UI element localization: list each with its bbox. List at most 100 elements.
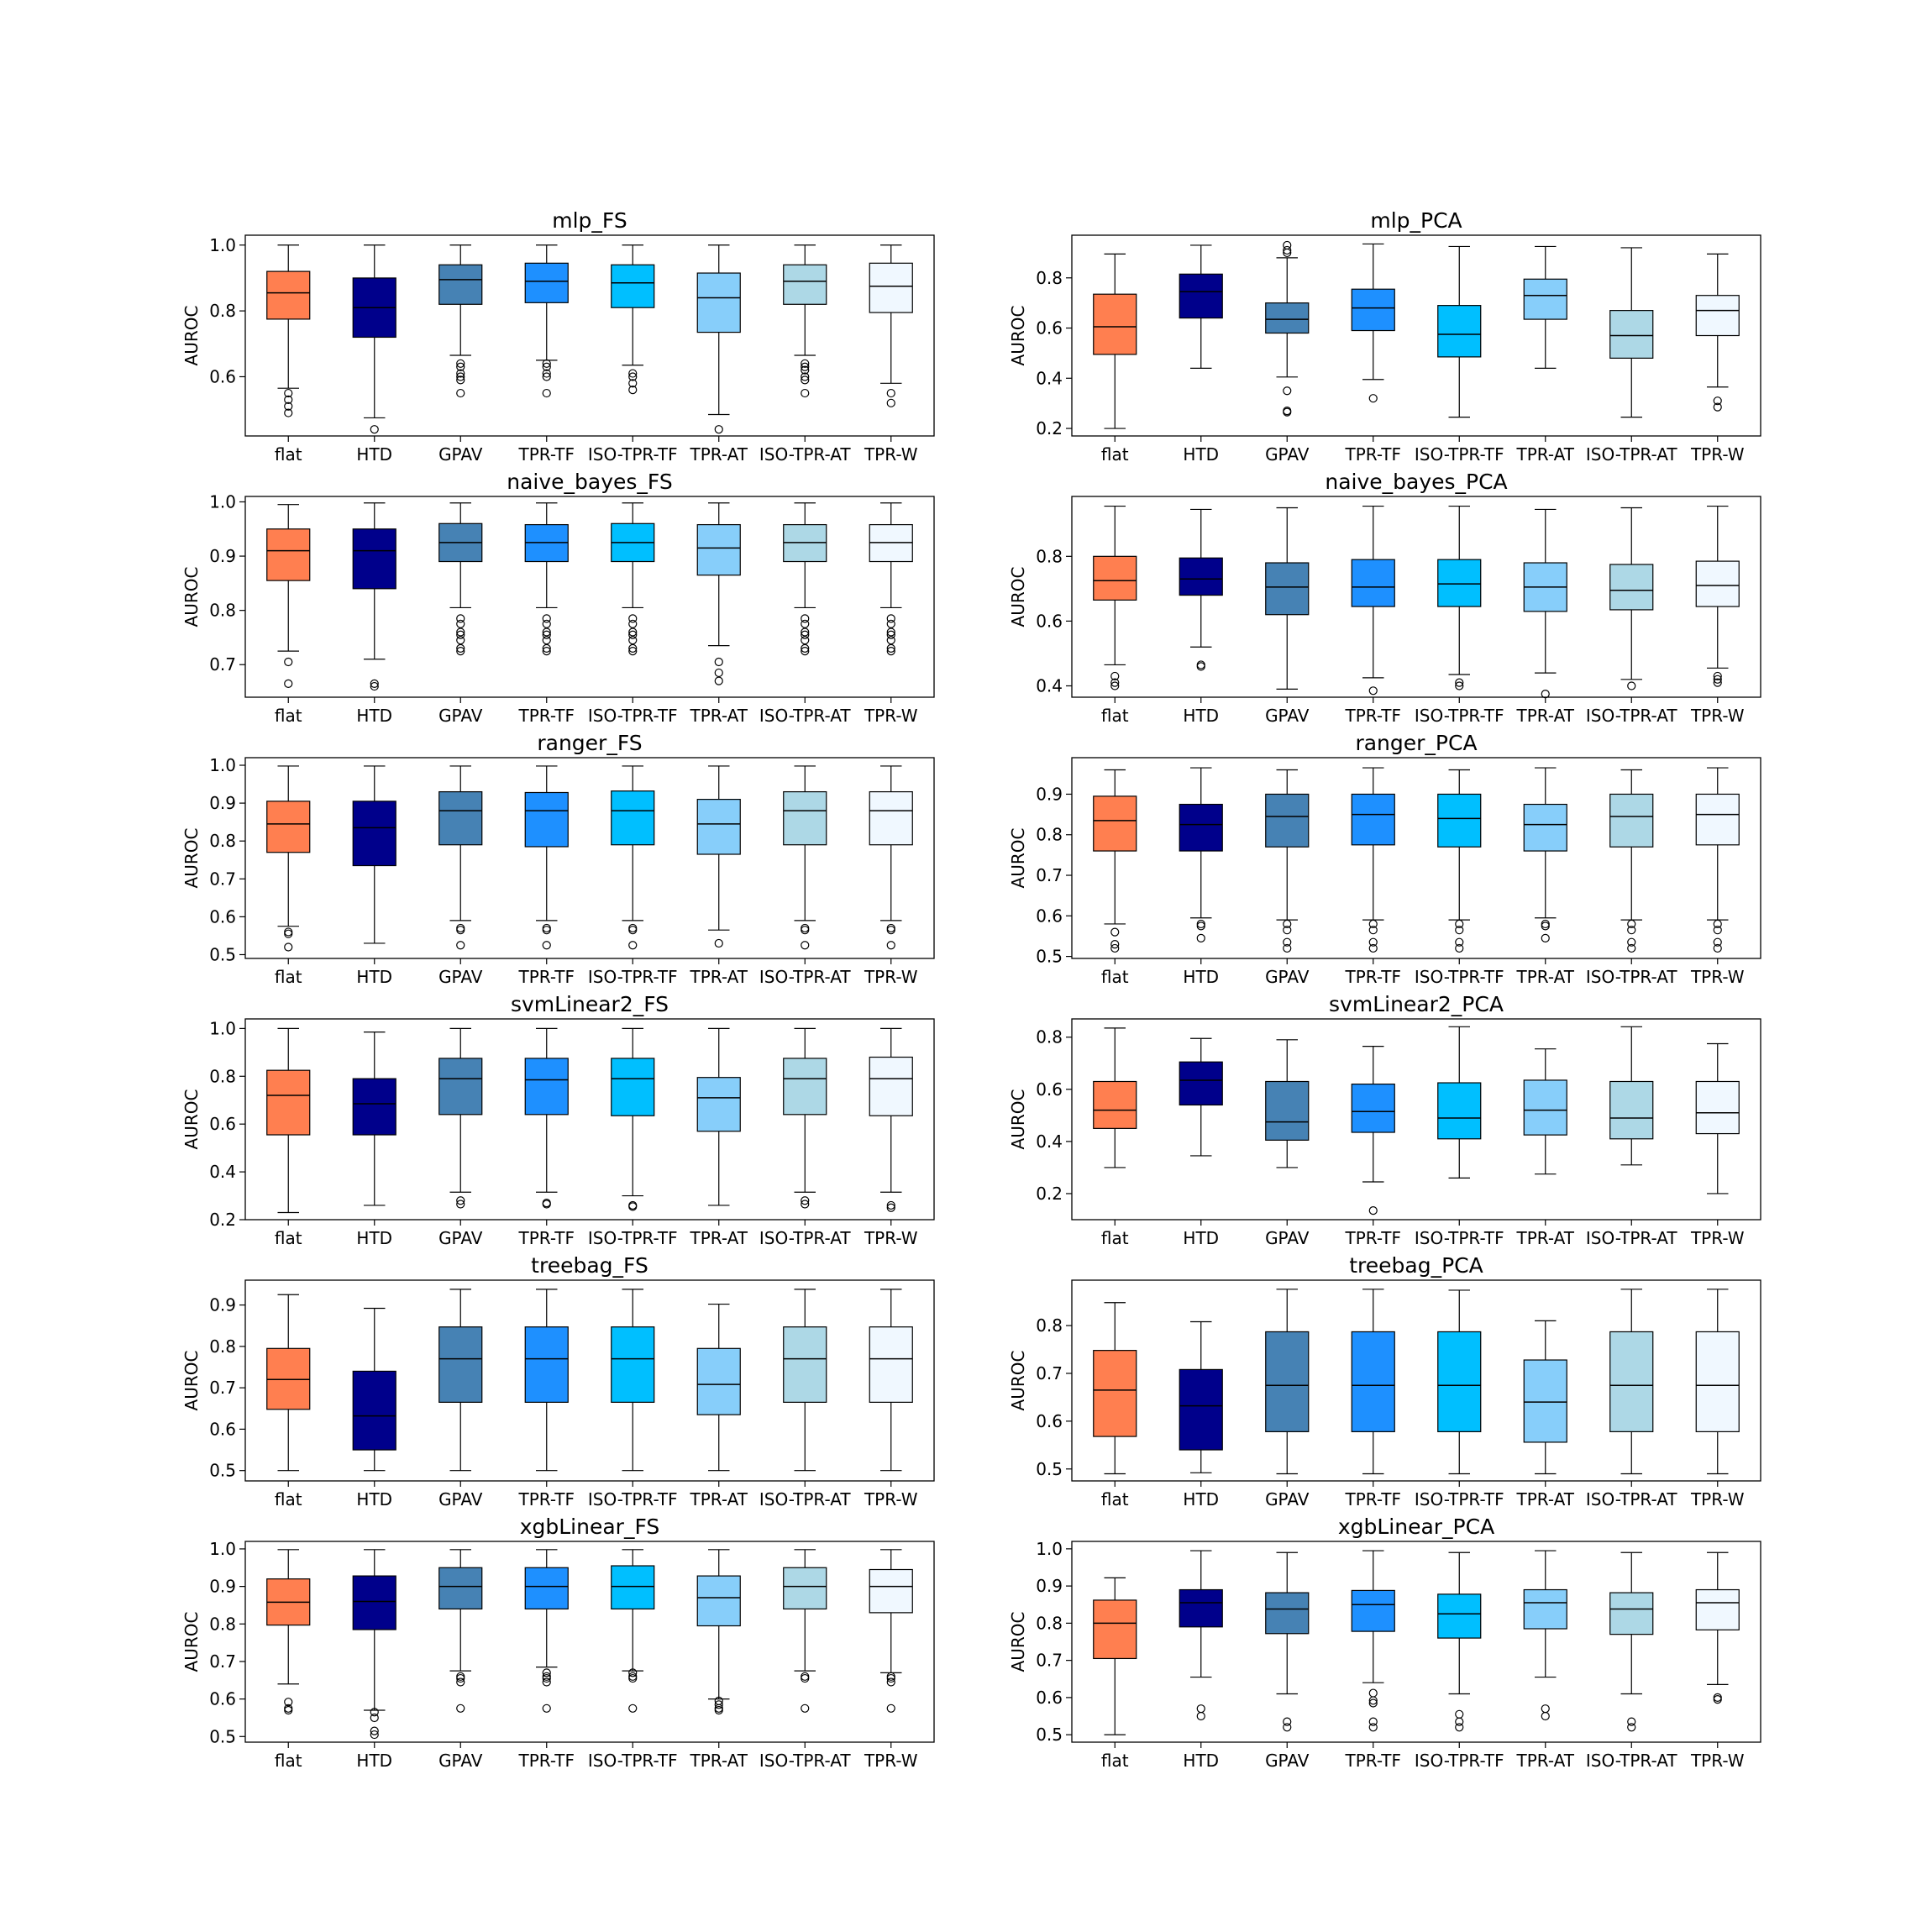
iqr-box (1523, 1359, 1567, 1443)
iqr-box (1351, 1331, 1395, 1432)
iqr-box (1437, 1331, 1482, 1432)
iqr-box (266, 1069, 311, 1136)
outlier-point (1713, 678, 1722, 687)
y-tick-label: 0.5 (1036, 1725, 1063, 1745)
y-tick-label: 0.6 (1036, 1411, 1063, 1431)
x-tick-label: TPR-W (1690, 1751, 1745, 1771)
box-tpr-at (1523, 508, 1567, 699)
outlier-point (456, 643, 465, 653)
iqr-box (1179, 803, 1223, 852)
plot-frame (1071, 496, 1761, 698)
subplot-ranger-pca: ranger_PCA AUROC 0.5 0.6 0.7 0.8 0.9 flat HTD GPA… (1008, 731, 1761, 987)
outlier-point (456, 362, 465, 371)
iqr-box (611, 1058, 655, 1116)
outlier-point (1283, 245, 1292, 255)
outlier-point (1110, 671, 1120, 681)
x-tick-label: TPR-TF (518, 1228, 575, 1248)
outlier-point (628, 386, 638, 395)
box-tpr-at (1523, 1048, 1567, 1175)
plot-frame (244, 1279, 935, 1482)
y-tick-label: 0.5 (1036, 1459, 1063, 1479)
x-tick-label: flat (275, 1751, 302, 1771)
outlier-point (628, 379, 638, 388)
iqr-box (1609, 310, 1654, 359)
x-tick-label: TPR-AT (1516, 967, 1575, 987)
box-htd (1179, 508, 1223, 671)
outlier-point (456, 369, 465, 378)
box-flat (266, 244, 311, 417)
y-tick-label: 0.6 (209, 1419, 236, 1439)
box-flat (1093, 769, 1137, 953)
x-tick-label: flat (275, 1228, 302, 1248)
outlier-point (542, 1704, 551, 1713)
outlier-point (1455, 937, 1464, 947)
outlier-point (542, 362, 551, 371)
x-tick-label: TPR-AT (1516, 444, 1575, 465)
outlier-point (628, 630, 638, 639)
outlier-point (628, 926, 638, 935)
x-tick-label: GPAV (438, 1228, 483, 1248)
iqr-box (1093, 1599, 1137, 1660)
outlier-point (1110, 678, 1120, 687)
plot-frame (1071, 1279, 1761, 1482)
subplot-title: xgbLinear_FS (520, 1515, 660, 1539)
box-tpr-tf (524, 765, 569, 950)
y-tick-label: 1.0 (209, 1539, 236, 1559)
box-tpr-tf (524, 1549, 569, 1713)
iqr-box (611, 1565, 655, 1610)
iqr-box (611, 264, 655, 308)
y-axis-label: AUROC (181, 828, 202, 889)
box-tpr-at (1523, 1550, 1567, 1721)
outlier-point (801, 365, 810, 375)
outlier-point (886, 1704, 895, 1713)
iqr-box (438, 264, 483, 305)
outlier-point (1368, 1717, 1378, 1726)
outlier-point (1196, 1711, 1205, 1721)
iqr-box (1093, 555, 1137, 601)
box-iso-tpr-at (783, 502, 827, 656)
iqr-box (1093, 1080, 1137, 1129)
outlier-point (1713, 943, 1722, 953)
x-tick-label: TPR-W (864, 1228, 918, 1248)
y-tick-label: 0.7 (209, 1378, 236, 1398)
x-tick-label: flat (1101, 1751, 1129, 1771)
box-flat (266, 504, 311, 688)
plot-frame (1071, 757, 1761, 959)
outlier-point (628, 372, 638, 381)
iqr-box (438, 790, 483, 846)
box-htd (1179, 1550, 1223, 1721)
outlier-point (456, 619, 465, 628)
outlier-point (370, 425, 379, 434)
outlier-point (456, 1704, 465, 1713)
iqr-box (869, 1056, 913, 1116)
box-iso-tpr-at (783, 765, 827, 950)
iqr-box (1351, 559, 1395, 607)
y-tick-label: 0.4 (1036, 676, 1063, 696)
x-tick-label: ISO-TPR-AT (759, 1228, 852, 1248)
iqr-box (1265, 562, 1310, 616)
box-tpr-at (696, 765, 741, 948)
outlier-point (456, 1673, 465, 1683)
x-tick-label: flat (1101, 444, 1129, 465)
x-tick-label: GPAV (1265, 706, 1310, 726)
iqr-box (1179, 1368, 1223, 1451)
outlier-point (1368, 919, 1378, 929)
x-tick-label: TPR-AT (690, 444, 748, 465)
outlier-point (801, 636, 810, 645)
box-flat (1093, 505, 1137, 690)
box-tpr-at (696, 1549, 741, 1715)
x-tick-label: TPR-TF (518, 1751, 575, 1771)
box-gpav (438, 1289, 483, 1472)
box-tpr-at (1523, 245, 1567, 369)
outlier-point (1713, 671, 1722, 681)
iqr-box (696, 1077, 741, 1132)
outlier-point (542, 643, 551, 653)
box-tpr-tf (1351, 1550, 1395, 1732)
iqr-box (611, 1326, 655, 1403)
x-tick-label: TPR-W (864, 1489, 918, 1509)
x-tick-label: ISO-TPR-AT (1586, 706, 1678, 726)
iqr-box (524, 791, 569, 848)
outlier-point (542, 369, 551, 378)
x-tick-label: ISO-TPR-TF (1415, 706, 1504, 726)
outlier-point (1283, 248, 1292, 258)
